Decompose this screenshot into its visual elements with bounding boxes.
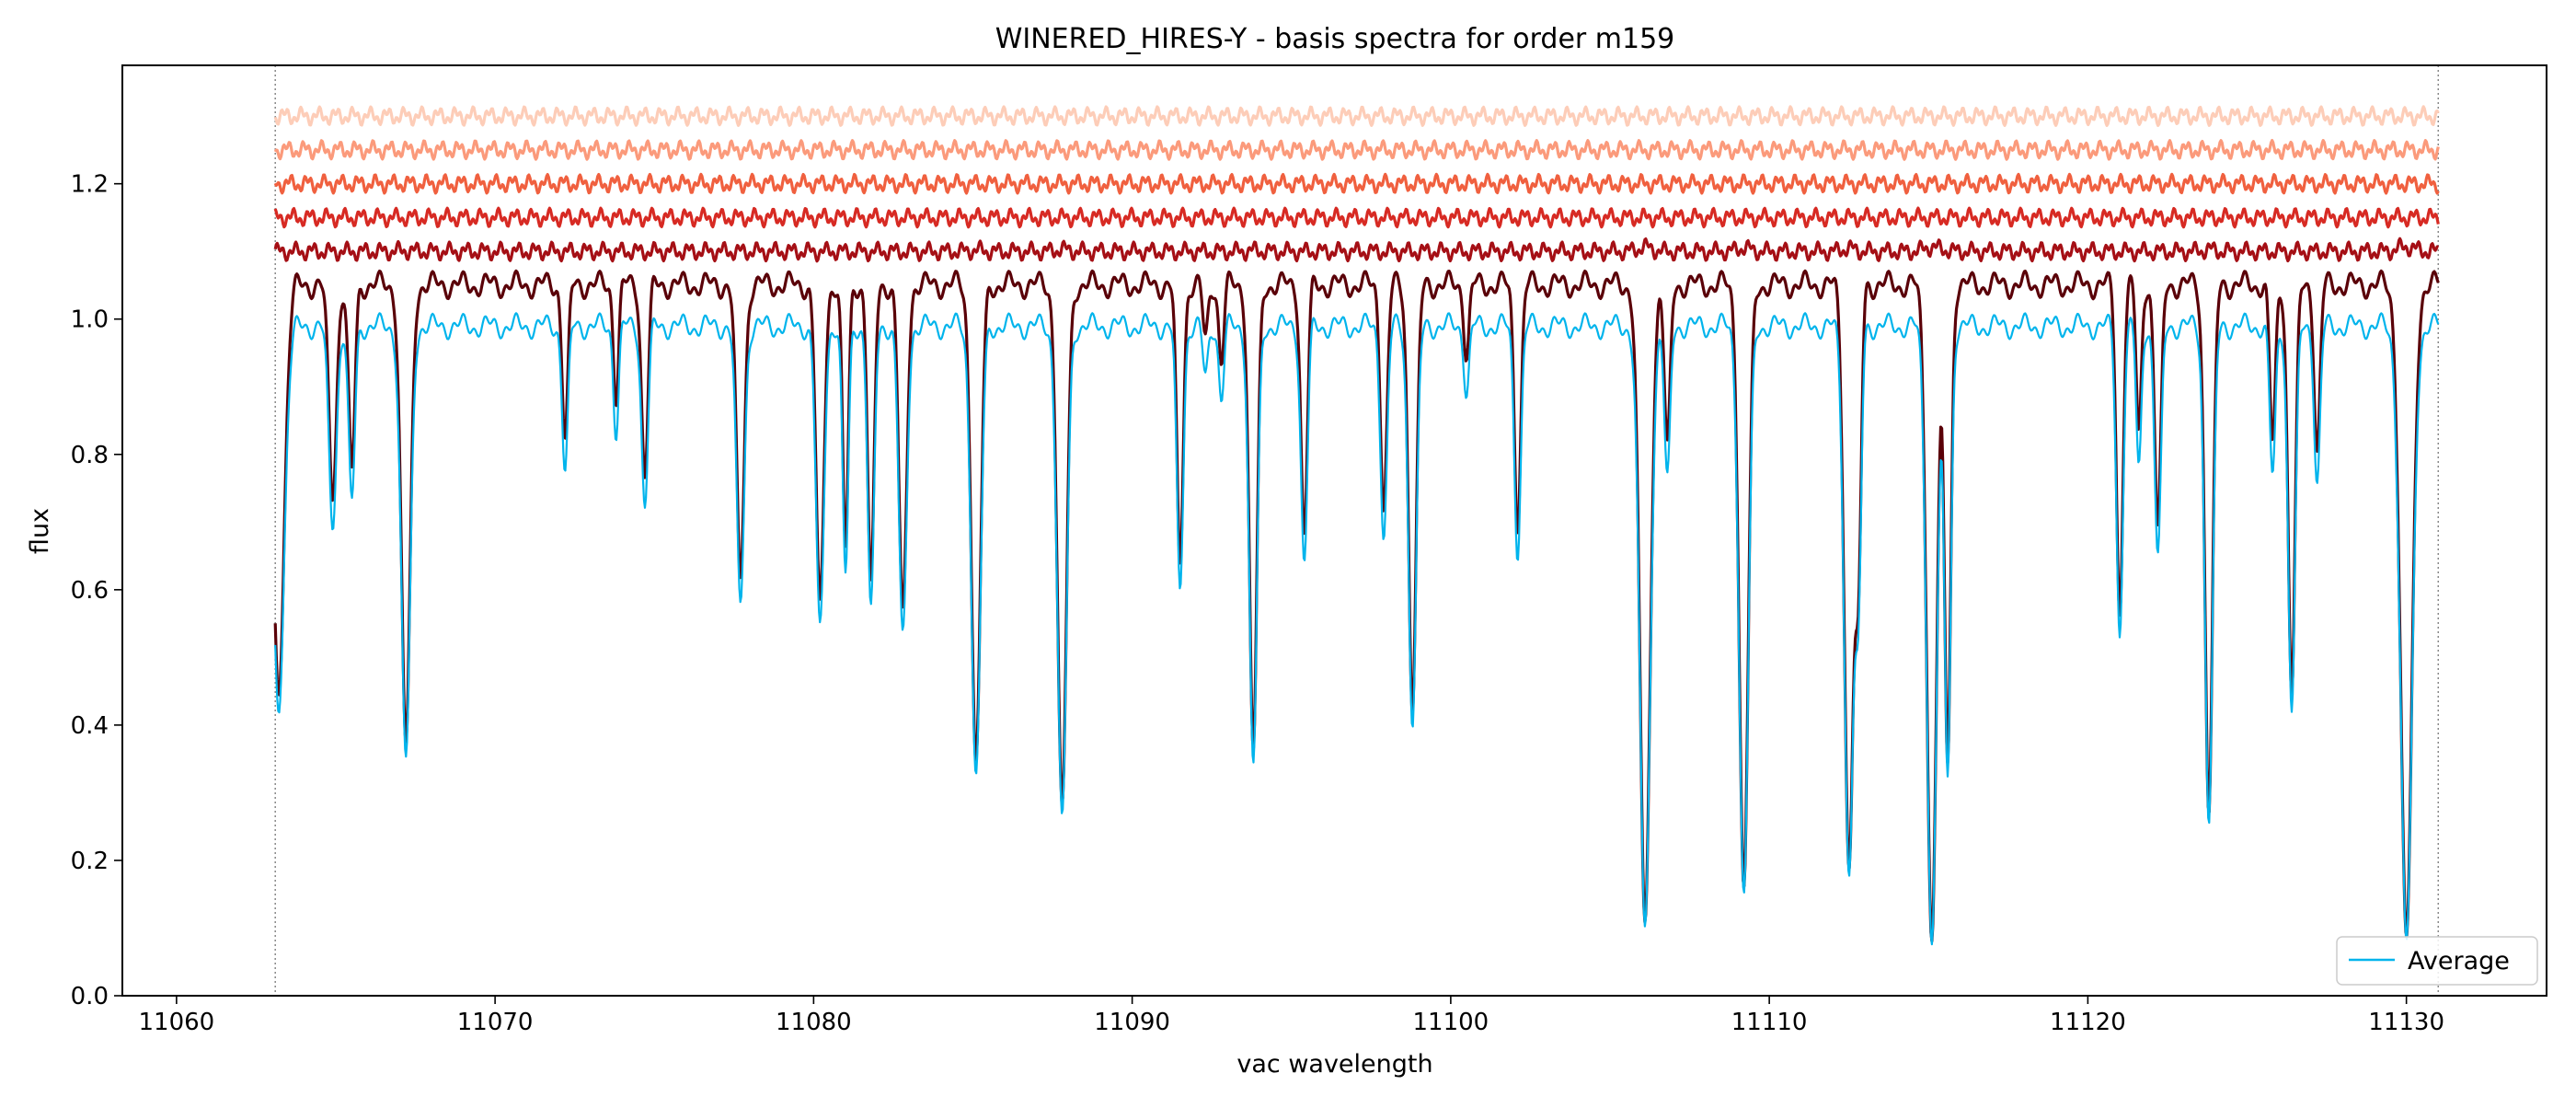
y-tick-label: 0.4: [71, 712, 109, 740]
x-tick-label: 11110: [1731, 1009, 1808, 1036]
x-tick-label: 11070: [457, 1009, 534, 1036]
series-line-component-3: [273, 206, 2440, 229]
x-tick-label: 11130: [2368, 1009, 2444, 1036]
series-line-component-2: [273, 237, 2440, 263]
y-tick-label: 1.2: [71, 171, 109, 199]
legend-box: [2336, 936, 2538, 986]
x-tick-label: 11060: [139, 1009, 215, 1036]
series-line-component-6: [273, 105, 2440, 127]
legend-label-average: Average: [2408, 947, 2510, 975]
chart-title: WINERED_HIRES-Y - basis spectra for orde…: [995, 23, 1675, 55]
y-tick-label: 0.0: [71, 983, 109, 1010]
vertical-marker-lines: [274, 65, 2440, 996]
y-tick-label: 1.0: [71, 306, 109, 334]
x-axis-label: vac wavelength: [1236, 1050, 1432, 1079]
x-tick-label: 11120: [2050, 1009, 2126, 1036]
x-axis-ticks: 11060 11070 11080 11090 11100 11110 11120 11130: [139, 996, 2444, 1036]
x-tick-label: 11090: [1094, 1009, 1170, 1036]
x-tick-label: 11080: [776, 1009, 852, 1036]
y-axis-label: flux: [26, 508, 54, 554]
series-line-average: [274, 312, 2440, 946]
series-line-component-5: [273, 139, 2440, 161]
y-tick-label: 0.8: [71, 442, 109, 469]
y-axis-ticks: 0.0 0.2 0.4 0.6 0.8 1.0 1.2: [71, 171, 122, 1010]
plot-frame: [121, 64, 2547, 997]
x-tick-label: 11100: [1413, 1009, 1489, 1036]
y-tick-label: 0.2: [71, 848, 109, 875]
series-line-component-4: [273, 172, 2440, 195]
y-tick-label: 0.6: [71, 577, 109, 605]
legend: Average: [2336, 936, 2538, 986]
series-layer: [273, 105, 2440, 946]
series-line-basis-1: [273, 269, 2440, 943]
